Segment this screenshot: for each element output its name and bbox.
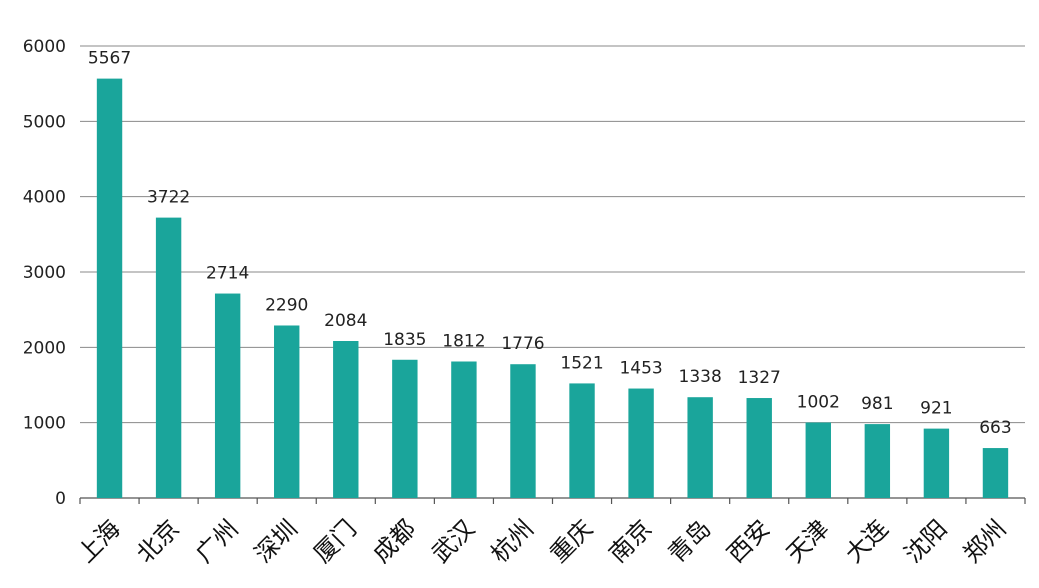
value-label: 1835	[383, 330, 426, 350]
bar-沈阳	[923, 428, 950, 498]
bar-深圳	[274, 325, 300, 498]
y-tick-label: 6000	[23, 37, 66, 57]
bar-西安	[746, 398, 772, 498]
bar-上海	[96, 78, 123, 499]
bar-青岛	[687, 397, 713, 498]
bars	[96, 78, 1009, 499]
bar-郑州	[982, 448, 1009, 498]
x-axis-ticks: 上海 北京 广州 深圳 厦门 成都 武汉 杭州 重庆 南京 青岛 西安 天津 大连 沈阳 郑州	[72, 514, 1012, 568]
value-label: 5567	[88, 49, 131, 69]
value-label: 1776	[501, 334, 544, 354]
value-labels: 5567 3722 2714 2290 2084 1835 1812 1776 1521 1453…	[88, 49, 1012, 438]
bar-天津	[805, 422, 831, 498]
x-category-label: 郑州	[958, 514, 1012, 568]
value-label: 2290	[265, 295, 308, 315]
x-category-label: 深圳	[249, 514, 303, 568]
y-tick-label: 2000	[23, 338, 66, 358]
y-tick-label: 0	[55, 489, 66, 509]
y-tick-label: 5000	[23, 112, 66, 132]
x-category-label: 青岛	[663, 514, 717, 568]
bar-北京	[155, 217, 182, 499]
x-category-label: 北京	[131, 514, 185, 568]
value-label: 663	[979, 418, 1011, 438]
value-label: 2714	[206, 264, 249, 284]
bar-南京	[628, 388, 654, 498]
y-tick-label: 1000	[23, 414, 66, 434]
x-category-label: 沈阳	[899, 514, 953, 568]
x-category-label: 厦门	[308, 514, 362, 568]
value-label: 921	[920, 399, 952, 419]
x-category-label: 大连	[840, 514, 894, 568]
y-tick-label: 3000	[23, 263, 66, 283]
bar-成都	[392, 359, 418, 498]
x-category-label: 成都	[367, 514, 421, 568]
x-category-label: 西安	[722, 514, 776, 568]
bar-大连	[864, 424, 891, 498]
value-label: 981	[861, 394, 893, 414]
value-label: 3722	[147, 188, 190, 208]
bar-杭州	[510, 364, 536, 498]
value-label: 1002	[797, 393, 840, 413]
x-category-label: 天津	[781, 514, 835, 568]
value-label: 1812	[442, 331, 485, 351]
value-label: 1453	[619, 359, 662, 379]
x-category-label: 重庆	[545, 514, 599, 568]
value-label: 2084	[324, 311, 367, 331]
value-label: 1327	[738, 368, 781, 388]
x-category-label: 武汉	[426, 514, 480, 568]
x-category-label: 广州	[190, 514, 244, 568]
bar-广州	[214, 293, 241, 498]
y-axis-ticks: 0 1000 2000 3000 4000 5000 6000	[23, 37, 66, 509]
bar-厦门	[333, 341, 359, 498]
value-label: 1521	[560, 353, 603, 373]
y-tick-label: 4000	[23, 188, 66, 208]
x-category-label: 南京	[604, 514, 658, 568]
bar-武汉	[451, 361, 477, 498]
bar-重庆	[569, 383, 595, 498]
x-category-label: 上海	[72, 514, 126, 568]
value-label: 1338	[679, 367, 722, 387]
x-category-label: 杭州	[485, 514, 539, 568]
